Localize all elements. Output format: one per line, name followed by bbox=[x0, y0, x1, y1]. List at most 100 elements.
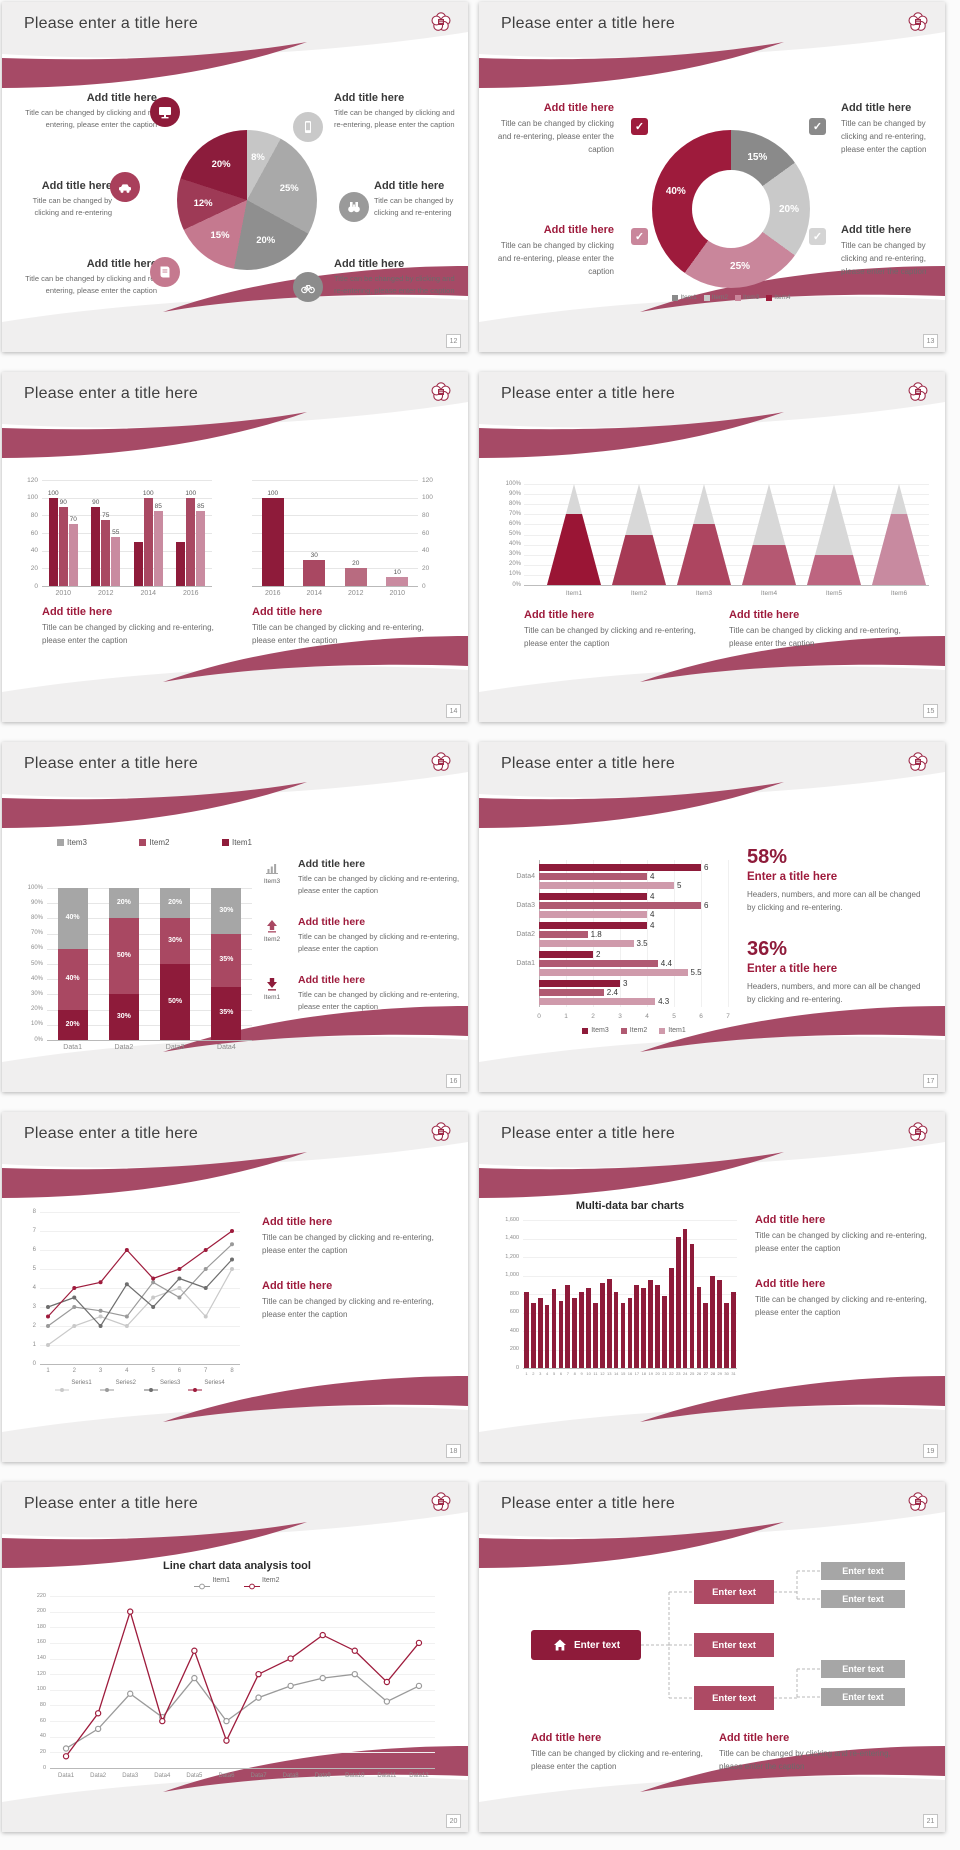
x-axis-tick-label: 31 bbox=[731, 1371, 736, 1376]
diagram-home-box[interactable]: Enter text bbox=[531, 1630, 641, 1660]
bar-chart-icon bbox=[264, 860, 280, 876]
slide-thumbnail-20[interactable]: Please enter a title here 20 Line chart da… bbox=[2, 1482, 468, 1832]
x-axis-tick-label: 12 bbox=[600, 1371, 605, 1376]
y-axis-tick-label: 2 bbox=[32, 1322, 36, 1329]
bar bbox=[524, 1292, 529, 1368]
bar bbox=[539, 902, 701, 909]
legend-swatch bbox=[735, 294, 741, 301]
y-axis-tick-label: 90% bbox=[508, 490, 521, 497]
grid-line bbox=[50, 1627, 435, 1629]
x-axis-tick-label: Data5 bbox=[186, 1773, 203, 1779]
x-axis-tick-label: Data4 bbox=[154, 1773, 171, 1779]
slide-thumbnail-21[interactable]: Please enter a title here 21 Enter text En… bbox=[479, 1482, 945, 1832]
diagram-right-box[interactable]: Enter text bbox=[821, 1562, 905, 1580]
bar-value-label: 6 bbox=[704, 901, 709, 910]
y-axis-tick-label: 120 bbox=[27, 476, 38, 484]
grid-line bbox=[701, 860, 702, 1007]
stat-percentage: 58% bbox=[747, 846, 788, 868]
bar bbox=[196, 510, 206, 586]
checkbox-icon: ✓ bbox=[631, 228, 648, 245]
grid-line bbox=[50, 1721, 435, 1723]
y-axis-tick-label: 60 bbox=[39, 1717, 46, 1724]
bar bbox=[544, 1305, 550, 1368]
y-axis-tick-label: 120 bbox=[36, 1670, 46, 1677]
slide-thumbnail-18[interactable]: Please enter a title here 18 0 1 2 3 4 5 6 7 8 1 2 3 4… bbox=[2, 1112, 468, 1462]
x-axis-tick-label: Data1 bbox=[58, 1773, 75, 1779]
slide-thumbnail-14[interactable]: Please enter a title here 14 0 20 40 60 80 100 1… bbox=[2, 372, 468, 722]
cone-fill bbox=[612, 534, 666, 585]
line-chart-plot bbox=[2, 1482, 468, 1832]
chart-title: Line chart data analysis tool bbox=[163, 1560, 311, 1572]
y-axis-tick-label: 40 bbox=[39, 1733, 46, 1740]
grid-line bbox=[47, 933, 252, 935]
x-axis-tick-label: 7 bbox=[566, 1371, 569, 1376]
grid-line bbox=[252, 497, 418, 499]
x-axis-tick-label: 18 bbox=[641, 1371, 647, 1376]
grid-line bbox=[728, 860, 729, 1007]
x-axis-tick-label: 4 bbox=[546, 1371, 549, 1376]
y-axis-tick-label: 20% bbox=[30, 1006, 43, 1013]
x-axis-tick-label: 19 bbox=[648, 1371, 653, 1376]
bar bbox=[606, 1279, 612, 1368]
legend-label: Item3 bbox=[743, 294, 760, 301]
feature-item-label: Item1 bbox=[263, 994, 281, 1001]
diagram-mid-box[interactable]: Enter text bbox=[694, 1580, 774, 1604]
slide-title: Please enter a title here bbox=[24, 1495, 198, 1512]
y-axis-tick-label: 80% bbox=[508, 500, 521, 507]
text-block: Add title here Title can be changed by cl… bbox=[531, 1732, 709, 1773]
bar bbox=[186, 497, 196, 586]
diagram-right-box[interactable]: Enter text bbox=[821, 1688, 905, 1706]
diagram-mid-box[interactable]: Enter text bbox=[694, 1633, 774, 1657]
text-block: Add title here Title can be changed by cl… bbox=[42, 606, 227, 647]
add-title-heading: Add title here bbox=[524, 609, 595, 621]
grid-line bbox=[524, 564, 929, 566]
y-axis-tick-label: 80 bbox=[422, 511, 430, 519]
caption-text: Title can be changed by clicking and re-… bbox=[755, 1295, 927, 1318]
text-block: Add title here Title can be changed by cl… bbox=[719, 1732, 904, 1773]
caption-text: Headers, numbers, and more can all be ch… bbox=[747, 982, 921, 1005]
slide-content: Multi-data bar charts 0 200 400 600 800 1,000 1… bbox=[479, 1112, 945, 1462]
grid-line bbox=[47, 1009, 252, 1011]
slide-thumbnail-13[interactable]: Please enter a title here 13 15% 20% 25% 40% I… bbox=[479, 2, 945, 352]
grid-line bbox=[50, 1596, 435, 1597]
add-title-heading: Add title here bbox=[334, 92, 405, 104]
chart-title: Multi-data bar charts bbox=[575, 1200, 685, 1212]
diagram-right-box[interactable]: Enter text bbox=[821, 1660, 905, 1678]
y-axis-tick-label: 7 bbox=[32, 1227, 36, 1234]
slide-thumbnail-12[interactable]: Please enter a title here 12 8% 25% 20% 15% 12… bbox=[2, 2, 468, 352]
bar bbox=[668, 1268, 674, 1368]
x-axis-tick-label: 10 bbox=[586, 1371, 591, 1376]
grid-line bbox=[252, 550, 418, 552]
segment-value-label: 30% bbox=[116, 1013, 131, 1021]
slide-thumbnail-17[interactable]: Please enter a title here 17 0 1 2 3 4 5 6 7 Data4… bbox=[479, 742, 945, 1092]
bar bbox=[143, 497, 153, 586]
bar-value-label: 55 bbox=[112, 529, 120, 537]
slide-thumbnail-16[interactable]: Please enter a title here 16 Item3 Item2 Ite… bbox=[2, 742, 468, 1092]
slide-thumbnail-19[interactable]: Please enter a title here 19 Multi-data ba… bbox=[479, 1112, 945, 1462]
y-axis-tick-label: 200 bbox=[36, 1608, 46, 1615]
caption-text: Title can be changed by clicking and re-… bbox=[719, 1749, 891, 1772]
bar bbox=[48, 497, 58, 586]
x-axis-tick-label: 6 bbox=[177, 1368, 182, 1374]
caption-text: Title can be changed by clicking and re-… bbox=[755, 1231, 927, 1254]
y-axis-tick-label: 0 bbox=[42, 1764, 46, 1771]
legend-item: Item2 bbox=[703, 294, 728, 301]
diagram-mid-box[interactable]: Enter text bbox=[694, 1686, 774, 1710]
diagram-right-box[interactable]: Enter text bbox=[821, 1590, 905, 1608]
slide-thumbnail-15[interactable]: Please enter a title here 15 100% 90% 80% 70%… bbox=[479, 372, 945, 722]
bar bbox=[539, 882, 674, 889]
bar bbox=[620, 1303, 626, 1368]
caption-text: Title can be changed by clicking and re-… bbox=[25, 108, 157, 130]
bar bbox=[655, 1284, 660, 1368]
legend-label: Series1 bbox=[71, 1380, 92, 1386]
bar-value-label: 75 bbox=[102, 511, 110, 519]
bar bbox=[91, 506, 101, 586]
slide-title: Please enter a title here bbox=[24, 385, 198, 402]
bar bbox=[613, 1292, 619, 1368]
add-title-heading: Add title here bbox=[755, 1278, 826, 1290]
y-axis-tick-label: 100 bbox=[36, 1686, 46, 1693]
x-axis-tick-label: 2016 bbox=[264, 590, 281, 597]
text-block: Add title here Title can be changed by cl… bbox=[755, 1278, 931, 1319]
stat-title: Enter a title here bbox=[747, 871, 838, 883]
y-axis-tick-label: 100 bbox=[422, 494, 433, 502]
